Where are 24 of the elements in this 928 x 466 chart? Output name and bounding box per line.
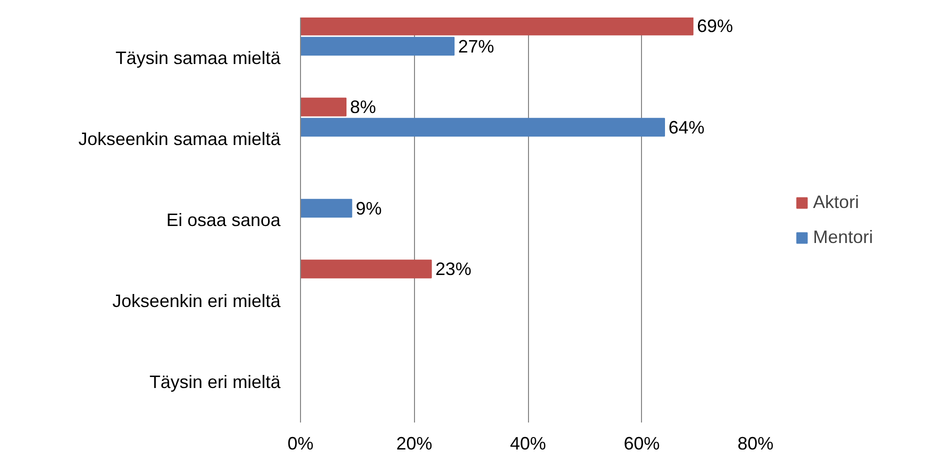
data-label: 23%: [435, 259, 472, 280]
bar: [300, 98, 346, 116]
bar: [300, 36, 455, 56]
data-label: 8%: [350, 97, 376, 118]
y-tick-label: Täysin samaa mieltä: [115, 48, 282, 68]
bar: [300, 18, 694, 36]
data-label: 69%: [696, 16, 733, 36]
bar: [300, 260, 432, 278]
data-label: 27%: [458, 36, 494, 56]
bar: [300, 198, 352, 218]
x-tick-label: 80%: [737, 434, 774, 454]
x-tick-label: 40%: [510, 434, 546, 454]
bar: [300, 118, 665, 137]
data-label: 9%: [356, 198, 382, 218]
x-tick-label: 20%: [396, 434, 432, 454]
y-tick-label: Jokseenkin eri mieltä: [112, 291, 282, 311]
legend-label: Mentori: [813, 226, 874, 248]
legend-label: Aktori: [813, 192, 860, 212]
y-tick-label: Ei osaa sanoa: [166, 210, 282, 230]
y-tick-label: Täysin eri mieltä: [149, 372, 282, 392]
x-tick-label: 60%: [624, 434, 660, 454]
x-tick-label: 0%: [287, 434, 314, 454]
y-tick-label: Jokseenkin samaa mieltä: [78, 129, 282, 149]
data-label: 64%: [668, 117, 705, 138]
